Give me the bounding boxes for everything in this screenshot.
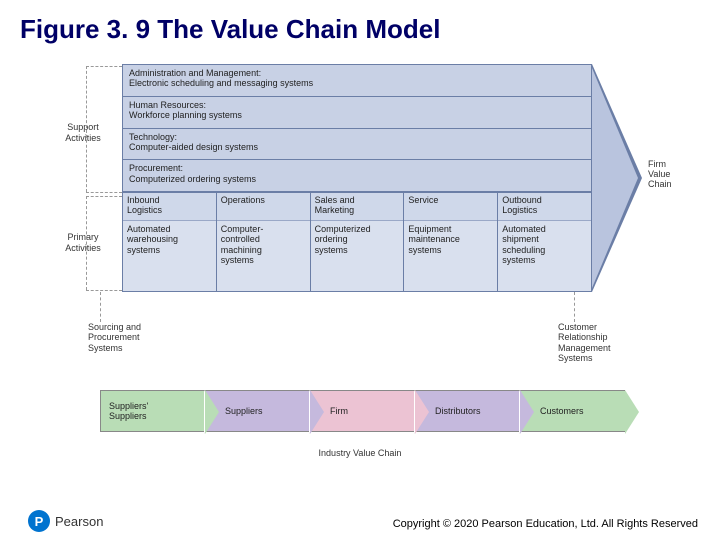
- firm-value-chain-label: Firm Value Chain: [648, 160, 703, 190]
- ivc-distributors: Distributors: [415, 390, 520, 432]
- industry-value-chain-label: Industry Value Chain: [0, 448, 720, 458]
- ivc-customers: Customers: [520, 390, 625, 432]
- support-row-tech: Technology: Computer-aided design system…: [122, 129, 592, 161]
- primary-col-inbound: Inbound Logistics Automated warehousing …: [122, 192, 217, 292]
- support-heading: Procurement:: [129, 163, 585, 173]
- primary-name: Operations: [217, 193, 310, 221]
- pearson-p-icon: P: [28, 510, 50, 532]
- pearson-logo: P Pearson: [28, 510, 103, 532]
- support-row-hr: Human Resources: Workforce planning syst…: [122, 97, 592, 129]
- support-row-admin: Administration and Management: Electroni…: [122, 64, 592, 97]
- primary-col-service: Service Equipment maintenance systems: [404, 192, 498, 292]
- support-activities-label: Support Activities: [58, 122, 108, 144]
- support-heading: Human Resources:: [129, 100, 585, 110]
- pearson-brand: Pearson: [55, 514, 103, 529]
- firm-arrowhead: [592, 68, 638, 288]
- support-example: Computerized ordering systems: [129, 174, 585, 184]
- ivc-label: Suppliers: [225, 406, 263, 416]
- primary-name: Service: [404, 193, 497, 221]
- ivc-label: Distributors: [435, 406, 481, 416]
- primary-col-sales: Sales and Marketing Computerized orderin…: [311, 192, 405, 292]
- ivc-suppliers: Suppliers: [205, 390, 310, 432]
- value-chain-diagram: Support Activities Primary Activities Ad…: [0, 60, 720, 530]
- primary-activities-row: Inbound Logistics Automated warehousing …: [122, 192, 592, 292]
- support-example: Computer-aided design systems: [129, 142, 585, 152]
- support-example: Workforce planning systems: [129, 110, 585, 120]
- support-activities-rows: Administration and Management: Electroni…: [122, 64, 592, 192]
- copyright-text: Copyright © 2020 Pearson Education, Ltd.…: [393, 518, 698, 530]
- crm-label: Customer Relationship Management Systems: [558, 322, 611, 363]
- primary-example: Automated warehousing systems: [123, 221, 216, 291]
- primary-col-operations: Operations Computer- controlled machinin…: [217, 192, 311, 292]
- sourcing-label: Sourcing and Procurement Systems: [88, 322, 141, 353]
- primary-name: Sales and Marketing: [311, 193, 404, 221]
- ivc-label: Suppliers' Suppliers: [109, 401, 148, 421]
- ivc-label: Firm: [330, 406, 348, 416]
- figure-title: Figure 3. 9 The Value Chain Model: [0, 0, 720, 53]
- primary-name: Inbound Logistics: [123, 193, 216, 221]
- ivc-suppliers-suppliers: Suppliers' Suppliers: [100, 390, 205, 432]
- support-example: Electronic scheduling and messaging syst…: [129, 78, 585, 88]
- primary-name: Outbound Logistics: [498, 193, 591, 221]
- firm-value-chain: Administration and Management: Electroni…: [122, 64, 592, 292]
- primary-example: Computer- controlled machining systems: [217, 221, 310, 291]
- primary-example: Automated shipment scheduling systems: [498, 221, 591, 291]
- primary-col-outbound: Outbound Logistics Automated shipment sc…: [498, 192, 592, 292]
- ivc-label: Customers: [540, 406, 584, 416]
- primary-example: Equipment maintenance systems: [404, 221, 497, 291]
- support-heading: Technology:: [129, 132, 585, 142]
- ivc-firm: Firm: [310, 390, 415, 432]
- primary-example: Computerized ordering systems: [311, 221, 404, 291]
- industry-value-chain: Suppliers' Suppliers Suppliers Firm Dist…: [100, 390, 660, 432]
- support-row-procurement: Procurement: Computerized ordering syste…: [122, 160, 592, 192]
- primary-activities-label: Primary Activities: [58, 232, 108, 254]
- support-heading: Administration and Management:: [129, 68, 585, 78]
